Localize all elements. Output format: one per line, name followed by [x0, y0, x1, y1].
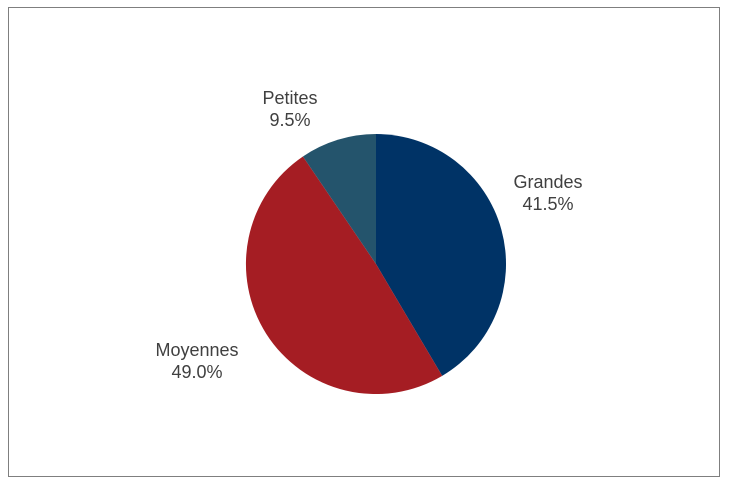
pie-slice-grandes: [376, 134, 507, 376]
pie-slices: [245, 134, 507, 395]
slice-category-label: Moyennes: [155, 340, 238, 360]
slice-value-label: 41.5%: [522, 194, 573, 214]
slice-value-label: 9.5%: [269, 110, 310, 130]
slice-value-label: 49.0%: [171, 362, 222, 382]
pie-slice-moyennes: [245, 156, 443, 395]
slice-category-label: Grandes: [513, 172, 582, 192]
slice-category-label: Petites: [262, 88, 317, 108]
pie-slice-petites: [302, 134, 376, 264]
